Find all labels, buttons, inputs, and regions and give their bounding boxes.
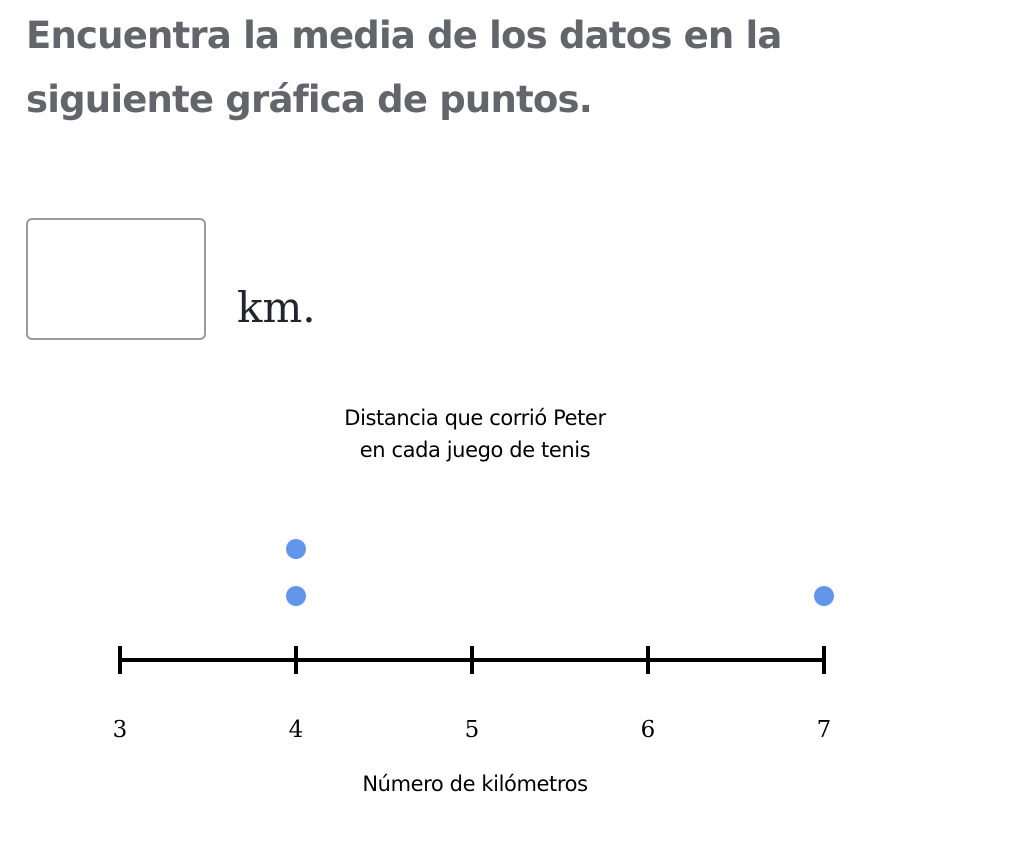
chart-title-line-2: en cada juego de tenis [359, 438, 591, 462]
tick-label: 3 [113, 717, 128, 743]
answer-input[interactable] [26, 218, 206, 340]
axis-tick-labels: 3 4 5 6 7 [113, 717, 832, 743]
data-dot [286, 586, 306, 606]
x-axis-label: Número de kilómetros [362, 772, 588, 796]
question-text: Encuentra la media de los datos en la si… [26, 14, 782, 121]
axis-ticks [118, 646, 826, 674]
data-dot [814, 586, 834, 606]
data-dot [286, 539, 306, 559]
chart-title-line-1: Distancia que corrió Peter [344, 406, 606, 430]
tick-label: 7 [817, 717, 832, 743]
chart-title: Distancia que corrió Peter en cada juego… [275, 402, 675, 466]
data-dots [286, 539, 834, 606]
tick-label: 5 [465, 717, 480, 743]
unit-label: km. [237, 283, 316, 332]
tick-label: 4 [289, 717, 304, 743]
tick-label: 6 [641, 717, 656, 743]
